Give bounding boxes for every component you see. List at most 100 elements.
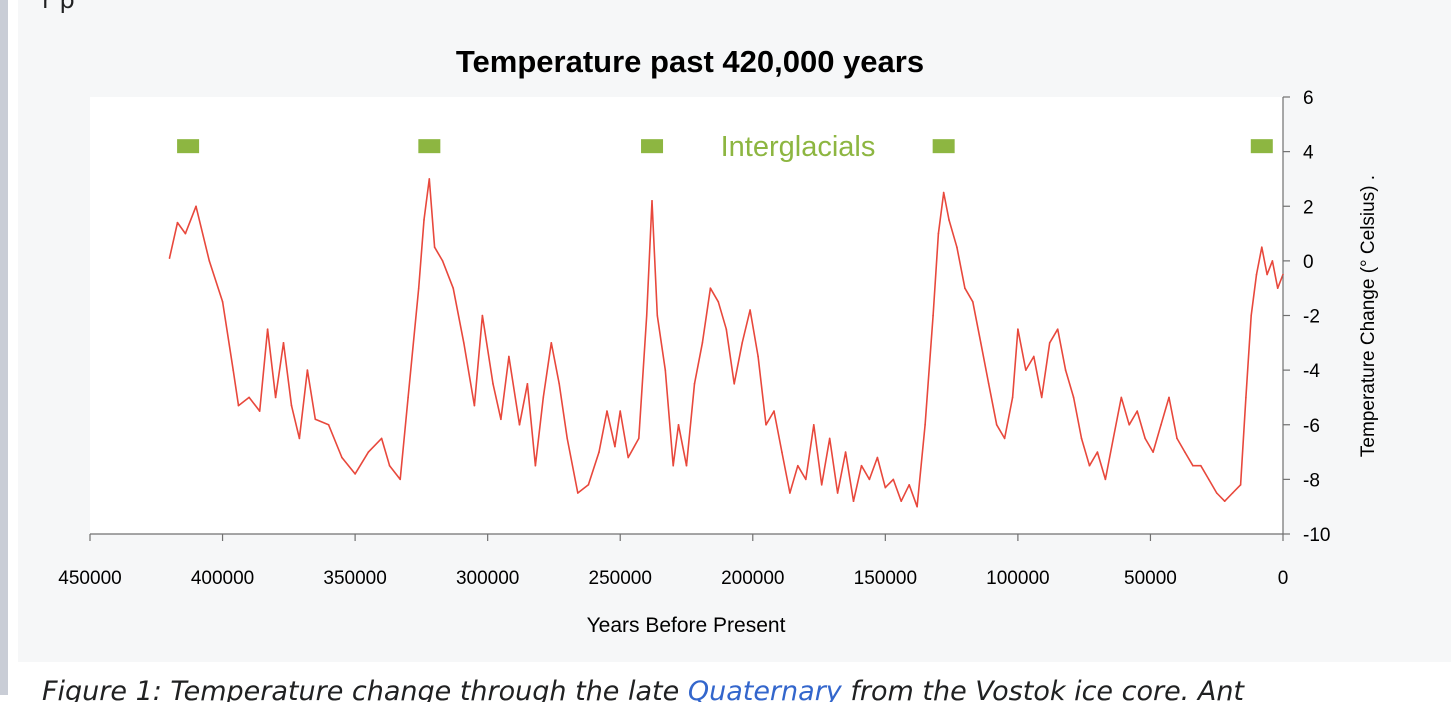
temperature-point: [184, 232, 187, 235]
temperature-point: [820, 484, 823, 486]
temperature-point: [1064, 369, 1067, 371]
temperature-point: [1025, 369, 1027, 371]
temperature-point: [473, 404, 476, 407]
temperature-point: [876, 456, 879, 459]
temperature-point: [1260, 246, 1263, 249]
temperature-point: [1056, 328, 1059, 330]
temperature-point: [1255, 273, 1258, 276]
temperature-point: [948, 219, 950, 221]
caption-prefix: Figure 1: Temperature change through the…: [42, 676, 688, 702]
temperature-point: [932, 314, 934, 317]
temperature-point: [677, 423, 680, 426]
temperature-point: [701, 342, 704, 344]
x-tick-label: 400000: [191, 568, 254, 589]
temperature-point: [237, 404, 240, 407]
interglacial-markers: [177, 139, 1273, 154]
temperature-point: [664, 369, 667, 371]
temperature-point: [558, 382, 561, 385]
temperature-point: [598, 451, 600, 453]
temperature-point: [972, 301, 974, 303]
temperature-point: [1120, 396, 1123, 399]
temperature-point: [433, 246, 436, 249]
temperature-point: [797, 464, 799, 467]
temperature-point: [645, 314, 648, 317]
temperature-point: [637, 437, 640, 440]
temperature-point: [757, 355, 759, 358]
temperature-point: [492, 382, 494, 385]
temperature-point: [1200, 464, 1202, 467]
temperature-point: [341, 456, 343, 459]
x-axis: 450000 400000 350000 300000 250000 200000 1500…: [58, 534, 1288, 589]
temperature-point: [805, 478, 807, 481]
temperature-point: [168, 257, 171, 259]
temperature-point: [709, 287, 712, 289]
temperature-point: [627, 456, 629, 459]
temperature-point: [1223, 500, 1226, 503]
plot-area: [90, 97, 1283, 534]
temperature-point: [619, 410, 622, 412]
x-tick-label: 50000: [1124, 568, 1177, 589]
temperature-point: [789, 492, 791, 494]
y-tick-label: -4: [1303, 361, 1320, 382]
temperature-point: [717, 301, 720, 303]
y-tick-label: -10: [1303, 525, 1330, 546]
x-tick-label: 100000: [986, 568, 1049, 589]
temperature-point: [566, 437, 568, 440]
temperature-point: [1088, 464, 1091, 467]
x-tick-label: 350000: [323, 568, 386, 589]
temperature-point: [781, 451, 783, 453]
temperature-point: [518, 423, 521, 426]
temperature-point: [1003, 437, 1006, 440]
x-tick-label: 200000: [721, 568, 784, 589]
temperature-point: [534, 464, 537, 467]
temperature-point: [1239, 484, 1242, 486]
temperature-point: [1152, 451, 1154, 453]
y-tick-label: -8: [1303, 470, 1320, 491]
temperature-point: [852, 500, 855, 503]
y-tick-label: 4: [1303, 143, 1314, 164]
temperature-point: [428, 178, 431, 180]
x-tick-label: 250000: [589, 568, 652, 589]
temperature-point: [526, 382, 529, 385]
temperature-point: [868, 478, 871, 481]
temperature-series-line: [168, 178, 1284, 508]
page-left-rule: [0, 0, 8, 695]
article-text-fragment: r p: [42, 0, 75, 14]
temperature-point: [685, 464, 688, 467]
temperature-point: [942, 191, 945, 194]
temperature-point: [306, 369, 309, 371]
quaternary-link[interactable]: Quaternary: [687, 676, 842, 702]
temperature-point: [266, 328, 269, 330]
temperature-point: [1245, 396, 1247, 399]
temperature-point: [463, 342, 465, 344]
caption-suffix: from the Vostok ice core. Ant: [841, 676, 1245, 702]
temperature-point: [500, 418, 502, 421]
temperature-point: [423, 219, 425, 221]
temperature-point: [979, 342, 982, 344]
temperature-point: [672, 464, 675, 467]
temperature-point: [282, 342, 285, 344]
temperature-point: [908, 484, 910, 486]
temperature-point: [542, 396, 545, 399]
temperature-point: [1176, 437, 1178, 440]
x-tick-label: 0: [1278, 568, 1289, 589]
temperature-point: [725, 328, 728, 330]
temperature-point: [892, 478, 895, 481]
y-axis: 6 4 2 0 -2 -4 -6 -8 -10: [1283, 88, 1330, 546]
temperature-point: [1096, 451, 1099, 453]
temperature-point: [1215, 492, 1218, 494]
temperature-point: [274, 396, 277, 399]
temperature-point: [1144, 437, 1146, 440]
x-axis-label: Years Before Present: [587, 614, 786, 637]
y-tick-label: -2: [1303, 307, 1320, 328]
temperature-point: [417, 287, 420, 289]
temperature-point: [656, 314, 659, 317]
temperature-point: [956, 246, 958, 249]
y-axis-label: Temperature Change (° Celsius) .: [1358, 175, 1379, 457]
temperature-point: [765, 423, 767, 426]
interglacial-marker: [418, 139, 441, 154]
temperature-point: [388, 464, 391, 467]
temperature-point: [733, 382, 736, 385]
temperature-point: [924, 423, 926, 426]
temperature-point: [1250, 314, 1252, 317]
